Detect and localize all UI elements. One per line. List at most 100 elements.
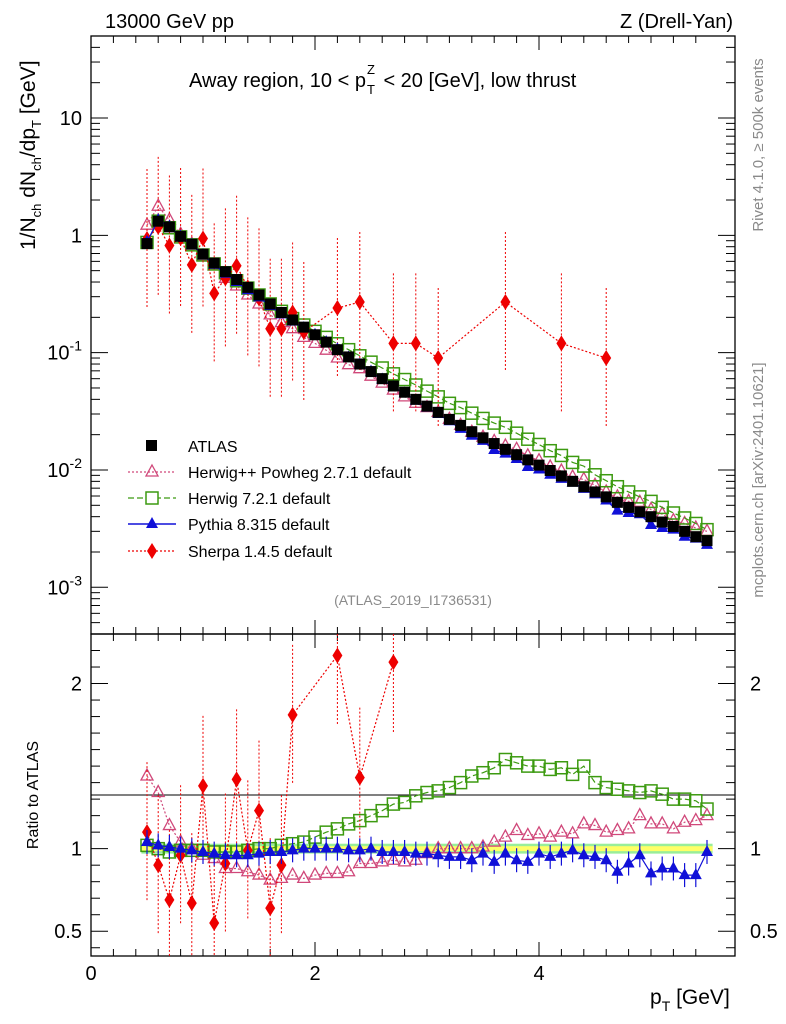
main-marker-atlas (421, 400, 433, 412)
main-marker-herwig-powheg-2-7-1-default (139, 216, 155, 230)
ratio-marker-herwig-7-2-1-default (655, 787, 669, 801)
ratio-marker-pythia-8-315-default (163, 840, 176, 852)
ratio-marker-sherpa-1-4-5-default (265, 900, 276, 917)
ratio-marker-herwig-7-2-1-default (498, 752, 513, 767)
ratio-marker-herwig-7-2-1-default (330, 822, 345, 836)
ratio-marker-herwig-powheg-2-7-1-default (599, 823, 614, 837)
ratio-marker-herwig-powheg-2-7-1-default (543, 828, 558, 842)
ratio-marker-herwig-powheg-2-7-1-default (285, 866, 300, 880)
ratio-y-tick-label: 0.5 (54, 921, 82, 943)
ratio-marker-herwig-7-2-1-default (633, 785, 647, 800)
ratio-marker-herwig-7-2-1-default (543, 762, 557, 777)
legend-entry-sherpa: Sherpa 1.4.5 default (128, 543, 333, 561)
analysis-id: (ATLAS_2019_I1736531) (334, 592, 492, 608)
ratio-marker-herwig-powheg-2-7-1-default (632, 807, 647, 821)
main-marker-herwig-powheg-2-7-1-default (330, 349, 345, 363)
ratio-marker-herwig-7-2-1-default (509, 756, 524, 770)
ratio-marker-herwig-powheg-2-7-1-default (386, 851, 401, 865)
ratio-marker-herwig-7-2-1-default (599, 780, 613, 795)
axis-ticks: 0 2 4 10-3 10-2 10-1 1 10 0.5 0.5 1 1 2 2 (47, 35, 778, 985)
main-marker-atlas (219, 266, 231, 278)
ratio-marker-herwig-powheg-2-7-1-default (565, 825, 580, 839)
ratio-marker-pythia-8-315-default (342, 843, 355, 855)
main-marker-atlas (578, 481, 590, 493)
legend-entry-pythia: Pythia 8.315 default (128, 517, 330, 534)
ratio-marker-herwig-7-2-1-default (577, 759, 591, 773)
legend-entry-atlas: ATLAS (146, 439, 238, 456)
ratio-marker-pythia-8-315-default (275, 844, 288, 856)
ratio-marker-pythia-8-315-default (544, 849, 557, 861)
main-marker-atlas (499, 443, 511, 455)
ratio-marker-pythia-8-315-default (465, 853, 478, 865)
ratio-marker-herwig-powheg-2-7-1-default (643, 815, 659, 829)
ratio-series-herwig-7-2-1-default (140, 752, 714, 859)
ratio-marker-pythia-8-315-default (376, 844, 389, 856)
main-marker-atlas (656, 516, 668, 528)
main-marker-atlas (197, 248, 209, 260)
main-marker-herwig-7-2-1-default (442, 396, 457, 411)
main-marker-sherpa-1-4-5-default (354, 294, 365, 311)
ratio-marker-pythia-8-315-default (633, 848, 646, 860)
energy-label: 13000 GeV pp (105, 11, 234, 33)
ratio-y-tick-label: 2 (71, 674, 82, 696)
ratio-marker-herwig-powheg-2-7-1-default (375, 853, 390, 867)
ratio-marker-pythia-8-315-default (197, 844, 209, 856)
main-marker-atlas (477, 432, 489, 444)
ratio-marker-herwig-7-2-1-default (476, 765, 490, 780)
main-marker-atlas (309, 329, 321, 341)
main-marker-atlas (555, 470, 567, 482)
y-tick-label: 10-3 (47, 572, 82, 599)
main-marker-atlas (354, 358, 366, 370)
legend-marker-sherpa (147, 543, 157, 559)
ratio-y-tick-label: 1 (71, 839, 82, 861)
main-marker-atlas (544, 464, 556, 476)
main-marker-herwig-7-2-1-default (666, 506, 681, 520)
ratio-marker-pythia-8-315-default (656, 861, 669, 873)
ratio-marker-herwig-7-2-1-default (353, 813, 367, 828)
ratio-marker-pythia-8-315-default (286, 843, 299, 855)
ratio-marker-herwig-7-2-1-default (521, 759, 535, 773)
main-marker-herwig-7-2-1-default (476, 411, 490, 426)
ratio-marker-herwig-7-2-1-default (465, 769, 479, 783)
main-marker-sherpa-1-4-5-default (231, 257, 242, 274)
ratio-marker-pythia-8-315-default (533, 846, 545, 858)
ratio-marker-herwig-powheg-2-7-1-default (520, 827, 535, 841)
ratio-marker-herwig-7-2-1-default (588, 775, 602, 790)
main-marker-herwig-powheg-2-7-1-default (285, 320, 300, 334)
series-layer (139, 156, 715, 956)
ratio-marker-sherpa-1-4-5-default (164, 891, 175, 908)
main-marker-atlas (264, 298, 276, 310)
ratio-marker-sherpa-1-4-5-default (276, 857, 287, 874)
ratio-marker-pythia-8-315-default (409, 846, 422, 858)
main-marker-herwig-7-2-1-default (565, 455, 580, 470)
main-series-herwig-7-2-1-default (140, 214, 714, 537)
ratio-marker-pythia-8-315-default (555, 846, 568, 858)
main-marker-sherpa-1-4-5-default (265, 320, 276, 337)
main-marker-sherpa-1-4-5-default (198, 230, 208, 247)
main-marker-herwig-powheg-2-7-1-default (319, 341, 334, 355)
main-marker-herwig-7-2-1-default (554, 448, 569, 463)
ratio-marker-sherpa-1-4-5-default (153, 857, 164, 874)
ratio-marker-herwig-7-2-1-default (420, 785, 434, 800)
ratio-marker-herwig-7-2-1-default (409, 789, 423, 803)
ratio-marker-pythia-8-315-default (701, 844, 713, 856)
ratio-marker-pythia-8-315-default (611, 864, 624, 876)
main-marker-atlas (399, 386, 411, 398)
main-marker-herwig-7-2-1-default (532, 437, 546, 452)
ratio-marker-herwig-7-2-1-default (621, 784, 636, 798)
ratio-marker-pythia-8-315-default (432, 848, 445, 860)
x-tick-label: 4 (533, 963, 544, 985)
main-marker-sherpa-1-4-5-default (433, 350, 444, 367)
main-marker-atlas (701, 535, 713, 547)
ratio-marker-pythia-8-315-default (264, 844, 277, 856)
main-marker-atlas (253, 289, 265, 301)
y-tick-label: 10-2 (47, 455, 82, 482)
main-marker-sherpa-1-4-5-default (500, 294, 511, 311)
main-marker-atlas (331, 344, 343, 356)
ratio-marker-pythia-8-315-default (241, 848, 254, 860)
main-marker-sherpa-1-4-5-default (276, 320, 287, 337)
ratio-marker-pythia-8-315-default (499, 846, 512, 858)
ratio-marker-herwig-powheg-2-7-1-default (307, 866, 323, 880)
ratio-y-tick-label-right: 1 (750, 839, 761, 861)
main-marker-atlas (343, 351, 355, 363)
